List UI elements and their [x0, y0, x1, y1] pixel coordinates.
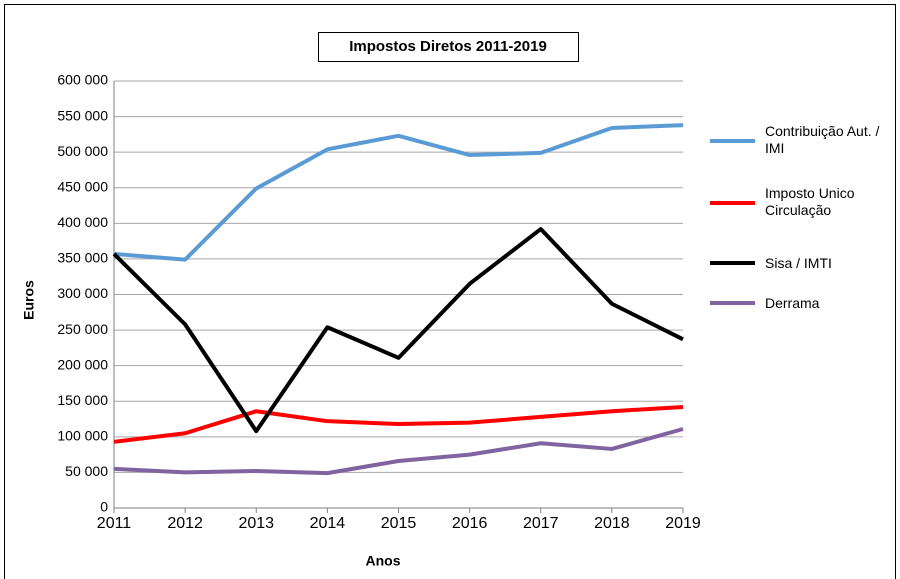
- y-tick-label: 600 000: [57, 72, 108, 88]
- y-tick-label: 550 000: [57, 107, 108, 123]
- x-tick-label: 2012: [167, 515, 203, 532]
- x-tick-label: 2017: [523, 515, 559, 532]
- x-axis-label: Anos: [366, 553, 401, 569]
- y-tick-label: 200 000: [57, 356, 108, 372]
- y-tick-label: 400 000: [57, 214, 108, 230]
- series-line: [112, 227, 684, 434]
- x-tick-label: 2015: [381, 515, 417, 532]
- legend-label: Imposto Unico Circulação: [765, 185, 855, 218]
- x-tick-label: 2011: [97, 515, 132, 532]
- series-line: [113, 404, 684, 444]
- y-tick-label: 0: [100, 499, 108, 515]
- legend-label: Contribuição Aut. / IMI: [765, 123, 880, 156]
- legend-label: Sisa / IMTI: [765, 255, 832, 271]
- y-tick-label: 50 000: [65, 463, 108, 479]
- y-tick-label: 350 000: [57, 250, 108, 266]
- x-tick-label: 2014: [310, 515, 346, 532]
- y-tick-label: 100 000: [57, 428, 108, 444]
- x-tick-label: 2018: [594, 515, 630, 532]
- chart-border: [4, 4, 896, 579]
- y-axis-label: Euros: [21, 280, 37, 320]
- series-line: [113, 427, 684, 476]
- title-box: [318, 32, 579, 62]
- series-line: [113, 123, 684, 262]
- y-tick-label: 150 000: [57, 392, 108, 408]
- y-tick-label: 300 000: [57, 285, 108, 301]
- y-tick-label: 500 000: [57, 143, 108, 159]
- y-tick-label: 450 000: [57, 178, 108, 194]
- legend-label: Derrama: [765, 295, 820, 311]
- x-tick-label: 2016: [452, 515, 488, 532]
- chart-title: Impostos Diretos 2011-2019: [349, 38, 547, 55]
- x-tick-label: 2013: [238, 515, 274, 532]
- y-tick-label: 250 000: [57, 321, 108, 337]
- x-tick-label: 2019: [665, 515, 701, 532]
